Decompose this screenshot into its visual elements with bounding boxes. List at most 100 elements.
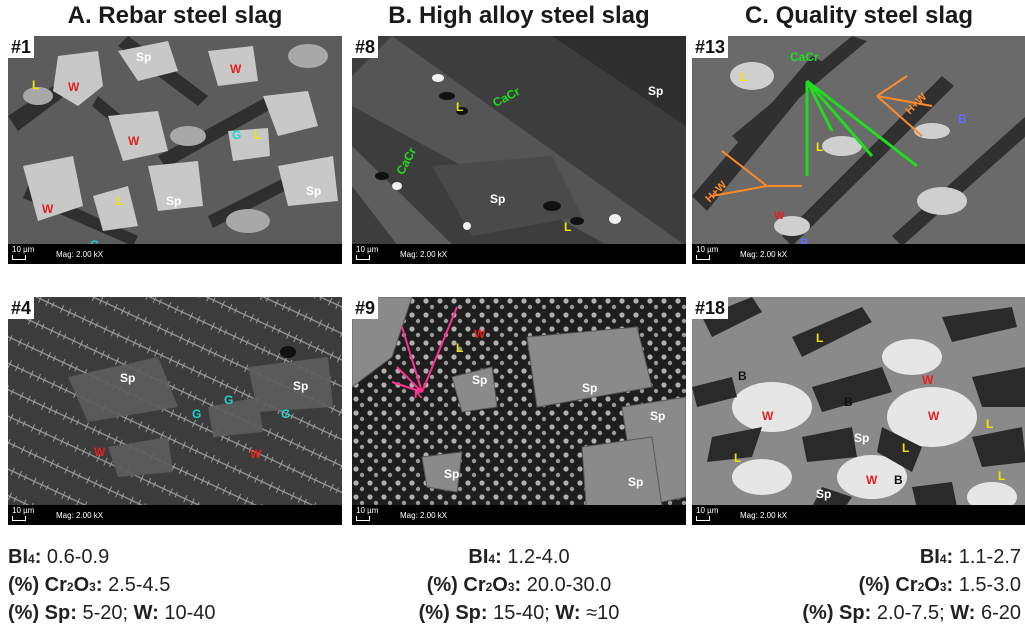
phase-label-l: L — [998, 469, 1006, 483]
phase-label-w: W — [474, 327, 486, 341]
phase-label-g: G — [281, 407, 291, 421]
phase-label-l: L — [816, 331, 824, 345]
phase-label-l: L — [564, 220, 572, 234]
phase-label-l: L — [740, 70, 748, 84]
sp-w-row: (%) Sp: 2.0-7.5; W: 6-20 — [802, 602, 1021, 624]
w-label: W: — [555, 602, 581, 624]
scale-bar: 10 µm Mag: 2.00 kX — [692, 505, 1025, 525]
phase-label-sp: Sp — [444, 467, 460, 481]
phase-label-sp: Sp — [816, 487, 832, 501]
scale-text: 10 µm — [12, 245, 35, 254]
phase-label-b: B — [844, 395, 853, 409]
sp-w-row: (%) Sp: 5-20; W: 10-40 — [8, 602, 216, 624]
phase-label-w: W — [128, 134, 140, 148]
phase-label-cacr: CaCr — [790, 50, 819, 64]
column-title-c: C. Quality steel slag — [744, 2, 974, 29]
scale-text: 10 µm — [696, 245, 719, 254]
scale-text: 10 µm — [12, 506, 35, 515]
panel-id: #18 — [692, 297, 729, 319]
phase-label-sp: Sp — [650, 409, 666, 423]
sp-prefix: (%) — [802, 602, 840, 624]
magnification: Mag: 2.00 kX — [56, 511, 104, 520]
bi-row: BI4: 0.6-0.9 — [8, 546, 110, 568]
cr2o3-value: 2.5-4.5 — [108, 574, 171, 596]
phase-label-l: L — [816, 140, 824, 154]
micrograph-panel-18: #18 L B W B W W Sp L L L W B Sp L 10 µm … — [692, 297, 1025, 525]
sp-label: Sp: — [839, 602, 872, 624]
column-title-a: A. Rebar steel slag — [67, 2, 283, 29]
phase-label-l: L — [986, 417, 994, 431]
phase-label-sp: Sp — [166, 194, 182, 208]
sp-value: 5-20 — [82, 602, 123, 624]
phase-label-w: W — [922, 373, 934, 387]
phase-label-w: W — [230, 62, 242, 76]
panel-id: #9 — [352, 297, 379, 319]
panel-id: #13 — [692, 36, 729, 58]
bi-label: BI — [468, 546, 489, 568]
scale-bar: 10 µm Mag: 2.00 kX — [8, 244, 342, 264]
bi-label: BI — [8, 546, 28, 568]
micrograph-image — [692, 36, 1025, 264]
phase-label-b: B — [894, 473, 903, 487]
phase-label-sp: Sp — [582, 381, 598, 395]
scale-bar: 10 µm Mag: 2.00 kX — [8, 505, 342, 525]
w-label: W: — [950, 602, 976, 624]
phase-label-w: W — [250, 447, 262, 461]
sp-prefix: (%) — [418, 602, 456, 624]
scale-text: 10 µm — [356, 506, 379, 515]
sp-value: 2.0-7.5 — [876, 602, 940, 624]
cr2o3-row: (%) Cr2O3: 1.5-3.0 — [858, 574, 1021, 596]
w-value: 10-40 — [164, 602, 216, 624]
cr-label: Cr — [44, 574, 67, 596]
panel-id: #1 — [8, 36, 35, 58]
sp-label: Sp: — [455, 602, 488, 624]
w-label: W: — [133, 602, 159, 624]
phase-label-l: L — [32, 78, 40, 92]
bi-subscript: 4 — [939, 552, 947, 566]
phase-label-sp: Sp — [120, 371, 136, 385]
phase-label-l: L — [902, 441, 910, 455]
phase-label-sp: Sp — [628, 475, 644, 489]
phase-label-w: W — [774, 210, 785, 222]
phase-label-sp: Sp — [648, 84, 664, 98]
phase-label-w: W — [94, 445, 106, 459]
cr-mid: O — [924, 574, 940, 596]
phase-label-l: L — [734, 451, 742, 465]
phase-label-w: W — [762, 409, 774, 423]
micrograph-panel-4: #4 Sp Sp G G G W W 10 µm Mag: 2.00 kX — [8, 297, 342, 525]
sp-prefix: (%) — [8, 602, 45, 624]
phase-label-g: G — [224, 393, 234, 407]
bi-row: BI4: 1.1-2.7 — [919, 546, 1021, 568]
phase-label-b: B — [738, 369, 747, 383]
micrograph-panel-9: #9 W L Sp K Sp Sp Sp Sp 10 µm Mag: 2.00 … — [352, 297, 686, 525]
cr-sub2: 3 — [507, 580, 515, 594]
phase-label-b: B — [958, 112, 967, 126]
bi-value: 1.1-2.7 — [958, 546, 1021, 568]
cr-mid: O — [492, 574, 508, 596]
phase-label-l: L — [116, 194, 124, 208]
micrograph-image — [8, 297, 342, 525]
cr-sub1: 2 — [485, 580, 493, 594]
sp-w-row: (%) Sp: 15-40; W: ≈10 — [418, 602, 620, 624]
phase-label-sp: Sp — [490, 192, 506, 206]
micrograph-image — [8, 36, 342, 264]
sp-value: 15-40 — [493, 602, 545, 624]
micrograph-panel-8: #8 Sp CaCr L CaCr Sp L 10 µm Mag: 2.00 k… — [352, 36, 686, 264]
bi-value: 0.6-0.9 — [46, 546, 110, 568]
phase-label-k: K — [414, 387, 423, 401]
phase-label-w: W — [866, 473, 878, 487]
phase-label-w: W — [68, 80, 80, 94]
bi-label: BI — [919, 546, 940, 568]
micrograph-image — [692, 297, 1025, 525]
cr-label: Cr — [463, 574, 486, 596]
micrograph-panel-1: #1 Sp L W W G L W Sp Sp L W G 10 µm Mag:… — [8, 36, 342, 264]
phase-label-sp: Sp — [854, 431, 870, 445]
bi-subscript: 4 — [488, 552, 496, 566]
w-value: 6-20 — [980, 602, 1021, 624]
composition-info-c: BI4: 1.1-2.7 (%) Cr2O3: 1.5-3.0 (%) Sp: … — [691, 544, 1021, 626]
magnification: Mag: 2.00 kX — [56, 250, 104, 259]
phase-label-l: L — [456, 341, 464, 355]
cr2o3-row: (%) Cr2O3: 2.5-4.5 — [8, 574, 171, 596]
scale-bar: 10 µm Mag: 2.00 kX — [352, 244, 686, 264]
phase-label-w: W — [928, 409, 940, 423]
